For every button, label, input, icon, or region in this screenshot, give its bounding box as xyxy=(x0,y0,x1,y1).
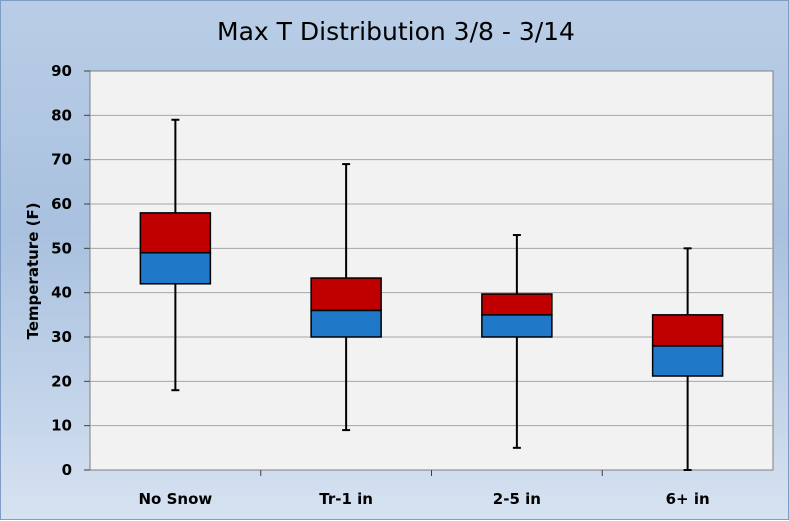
box-3 xyxy=(481,234,553,449)
box-series xyxy=(139,118,724,471)
y-tick-label: 50 xyxy=(51,239,72,257)
x-category-label: 6+ in xyxy=(666,490,710,508)
y-tick-label: 90 xyxy=(51,62,72,80)
box-lower-half xyxy=(651,345,724,377)
y-tick-label: 70 xyxy=(51,151,72,169)
box-upper-half xyxy=(310,277,382,312)
y-axis-ticks: 0 10 20 30 40 50 60 70 80 90 xyxy=(51,62,90,479)
y-tick-label: 60 xyxy=(51,195,72,213)
x-category-label: 2-5 in xyxy=(493,490,541,508)
y-tick-label: 40 xyxy=(51,284,72,302)
y-tick-label: 80 xyxy=(51,106,72,124)
x-axis-labels: No Snow Tr-1 in 2-5 in 6+ in xyxy=(139,470,710,508)
y-tick-label: 10 xyxy=(51,417,72,435)
box-upper-half xyxy=(139,212,212,254)
box-lower-half xyxy=(310,309,382,338)
y-axis-title: Temperature (F) xyxy=(24,202,42,339)
box-upper-half xyxy=(651,314,724,347)
box-lower-half xyxy=(481,314,553,338)
x-category-label: Tr-1 in xyxy=(319,490,373,508)
y-tick-label: 20 xyxy=(51,372,72,390)
y-tick-label: 0 xyxy=(62,461,72,479)
box-upper-half xyxy=(481,293,553,316)
box-lower-half xyxy=(139,252,212,285)
chart-title: Max T Distribution 3/8 - 3/14 xyxy=(217,17,575,46)
box-1 xyxy=(139,118,212,392)
box-2 xyxy=(310,163,382,432)
box-4 xyxy=(651,247,724,471)
y-tick-label: 30 xyxy=(51,328,72,346)
x-category-label: No Snow xyxy=(139,490,213,508)
